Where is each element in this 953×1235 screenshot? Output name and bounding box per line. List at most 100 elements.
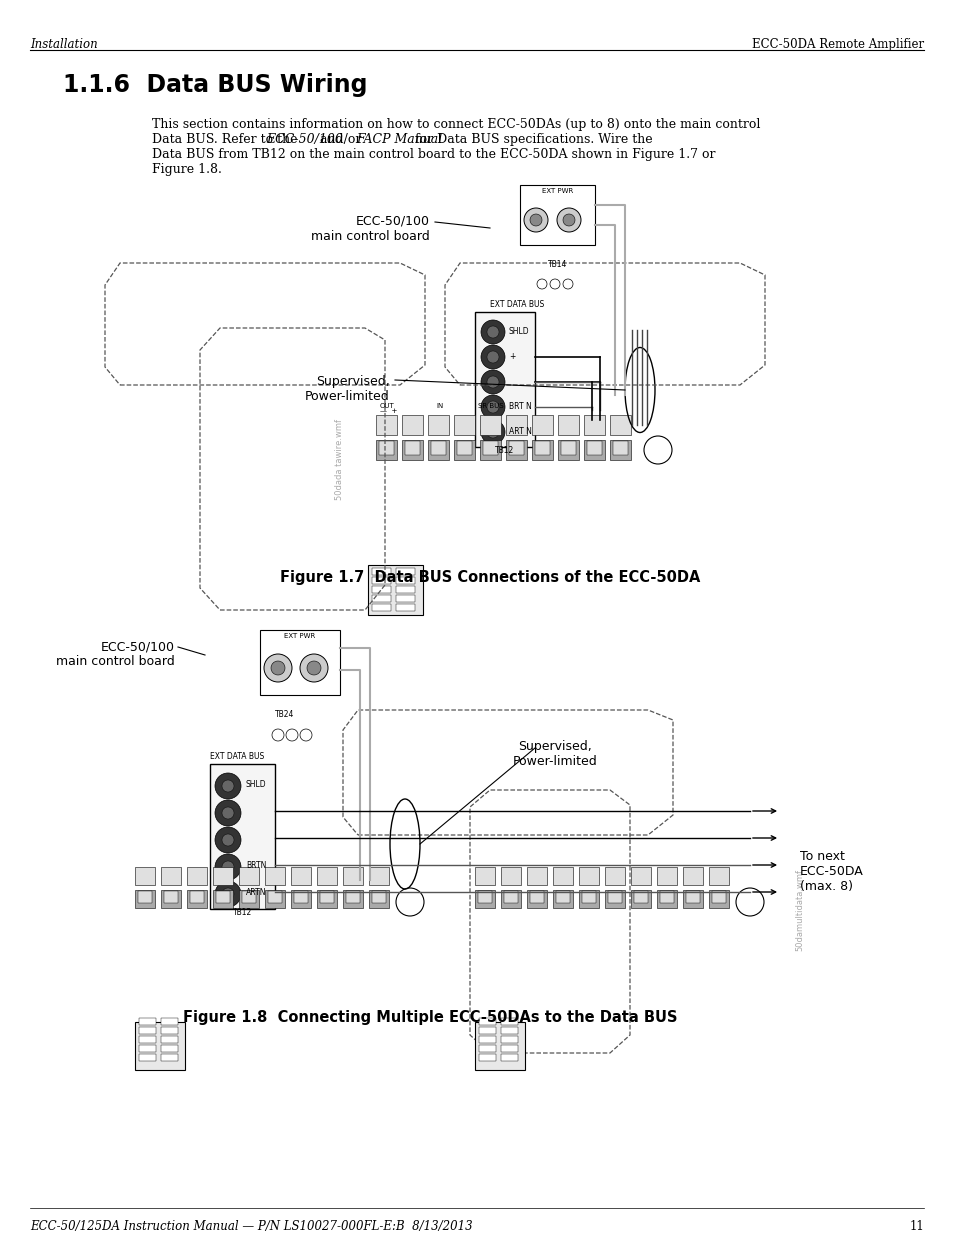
Text: SHLD: SHLD bbox=[246, 781, 266, 789]
Bar bbox=[553, 867, 573, 885]
Bar bbox=[609, 415, 630, 435]
Bar bbox=[500, 1053, 517, 1061]
Bar bbox=[500, 867, 520, 885]
Bar bbox=[343, 867, 363, 885]
Bar bbox=[395, 568, 415, 576]
Bar bbox=[187, 890, 207, 908]
Bar bbox=[560, 441, 576, 454]
Bar bbox=[135, 890, 154, 908]
Text: ART N: ART N bbox=[509, 427, 532, 436]
Bar bbox=[428, 415, 449, 435]
Bar bbox=[505, 440, 526, 459]
Text: EXT DATA BUS: EXT DATA BUS bbox=[210, 752, 264, 761]
Bar bbox=[478, 1036, 496, 1044]
Text: Figure 1.8.: Figure 1.8. bbox=[152, 163, 222, 177]
Bar bbox=[500, 1028, 517, 1034]
Text: FACP Manual: FACP Manual bbox=[355, 133, 442, 146]
Bar bbox=[607, 890, 621, 903]
Bar bbox=[368, 564, 422, 615]
Text: ECC-50/125DA Instruction Manual — P/N LS10027-000FL-E:B  8/13/2013: ECC-50/125DA Instruction Manual — P/N LS… bbox=[30, 1220, 472, 1233]
Circle shape bbox=[214, 773, 241, 799]
Text: BRTN: BRTN bbox=[246, 861, 266, 869]
Bar bbox=[369, 867, 389, 885]
Bar bbox=[343, 890, 363, 908]
Bar bbox=[161, 1018, 178, 1025]
Bar bbox=[265, 890, 285, 908]
Bar bbox=[135, 1023, 185, 1070]
Bar bbox=[634, 890, 647, 903]
Text: Supervised,
Power-limited: Supervised, Power-limited bbox=[305, 375, 390, 403]
Circle shape bbox=[486, 326, 498, 338]
Bar bbox=[375, 415, 396, 435]
Bar bbox=[477, 890, 492, 903]
Bar bbox=[316, 867, 336, 885]
Bar bbox=[478, 1053, 496, 1061]
Circle shape bbox=[523, 207, 547, 232]
Bar bbox=[319, 890, 334, 903]
Bar bbox=[346, 890, 359, 903]
Text: SR BUS: SR BUS bbox=[477, 403, 503, 409]
Bar bbox=[375, 440, 396, 459]
Circle shape bbox=[530, 214, 541, 226]
Text: Figure 1.8  Connecting Multiple ECC-50DAs to the Data BUS: Figure 1.8 Connecting Multiple ECC-50DAs… bbox=[183, 1010, 677, 1025]
Bar bbox=[316, 890, 336, 908]
Bar bbox=[291, 890, 311, 908]
Circle shape bbox=[486, 351, 498, 363]
Circle shape bbox=[480, 320, 504, 345]
Bar bbox=[604, 867, 624, 885]
Text: 50damultidata.wmf: 50damultidata.wmf bbox=[795, 869, 803, 951]
Bar bbox=[395, 585, 415, 593]
Bar bbox=[135, 867, 154, 885]
Bar bbox=[161, 867, 181, 885]
Bar bbox=[708, 890, 728, 908]
Bar bbox=[630, 867, 650, 885]
Bar bbox=[210, 764, 274, 909]
Text: —  +: — + bbox=[379, 408, 397, 414]
Text: EXT DATA BUS: EXT DATA BUS bbox=[490, 300, 543, 309]
Text: Installation: Installation bbox=[30, 38, 97, 51]
Bar bbox=[500, 1045, 517, 1052]
Bar bbox=[583, 440, 604, 459]
Text: Figure 1.7  Data BUS Connections of the ECC-50DA: Figure 1.7 Data BUS Connections of the E… bbox=[279, 571, 700, 585]
Bar bbox=[395, 604, 415, 611]
Bar bbox=[260, 630, 339, 695]
Bar bbox=[613, 441, 627, 454]
Bar bbox=[500, 890, 520, 908]
Text: Supervised,
Power-limited: Supervised, Power-limited bbox=[512, 740, 597, 768]
Circle shape bbox=[214, 827, 241, 853]
Bar bbox=[405, 441, 419, 454]
Text: ARTN: ARTN bbox=[246, 888, 266, 897]
Bar bbox=[526, 890, 546, 908]
Circle shape bbox=[562, 214, 575, 226]
Bar bbox=[139, 1053, 156, 1061]
Bar bbox=[604, 890, 624, 908]
Bar bbox=[395, 577, 415, 584]
Circle shape bbox=[222, 861, 233, 873]
Bar bbox=[475, 890, 495, 908]
Text: TB12: TB12 bbox=[495, 446, 514, 454]
Bar bbox=[372, 595, 391, 601]
Bar bbox=[475, 867, 495, 885]
Bar bbox=[372, 604, 391, 611]
Bar bbox=[401, 415, 422, 435]
Circle shape bbox=[299, 655, 328, 682]
Circle shape bbox=[214, 881, 241, 906]
Circle shape bbox=[214, 800, 241, 826]
Bar bbox=[265, 867, 285, 885]
Text: BRT N: BRT N bbox=[509, 403, 531, 411]
Circle shape bbox=[486, 375, 498, 388]
Bar bbox=[242, 890, 255, 903]
Circle shape bbox=[486, 401, 498, 412]
Text: EXT PWR: EXT PWR bbox=[541, 188, 573, 194]
Text: OUT: OUT bbox=[379, 403, 395, 409]
Bar bbox=[190, 890, 204, 903]
Bar bbox=[659, 890, 673, 903]
Bar bbox=[583, 415, 604, 435]
Text: ECC-50/100
main control board: ECC-50/100 main control board bbox=[311, 215, 430, 243]
Bar bbox=[553, 890, 573, 908]
Bar bbox=[428, 440, 449, 459]
Bar bbox=[395, 595, 415, 601]
Bar bbox=[139, 1045, 156, 1052]
Bar bbox=[161, 1028, 178, 1034]
Text: ECC-50/100
main control board: ECC-50/100 main control board bbox=[56, 640, 174, 668]
